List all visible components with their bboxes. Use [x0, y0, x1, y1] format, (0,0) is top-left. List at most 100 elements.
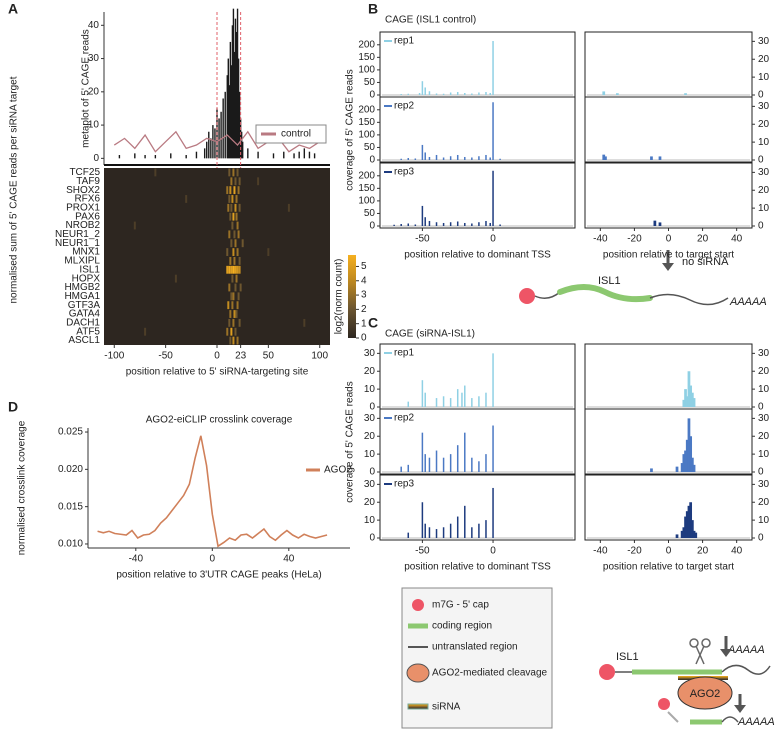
bar	[442, 527, 445, 538]
bar	[222, 98, 224, 159]
heatmap-cell	[236, 336, 239, 345]
bar	[692, 464, 696, 472]
x-tick-label: 0	[214, 351, 220, 362]
row-label: PROX1	[66, 202, 100, 213]
y-tick-label: 0	[758, 533, 764, 544]
bar	[464, 385, 466, 407]
y-tick-label: 10	[758, 449, 770, 460]
heatmap-cell	[267, 248, 270, 256]
bar	[485, 392, 487, 407]
heatmap-cell	[238, 177, 241, 186]
bar	[492, 102, 494, 160]
y-axis-title: metaplot of 5' CAGE reads	[81, 29, 92, 148]
bar	[185, 155, 187, 159]
heatmap-cell	[230, 327, 233, 336]
heatmap-cell	[230, 239, 233, 248]
y-tick-label: 50	[364, 208, 376, 219]
bar	[303, 148, 306, 159]
colorbar-tick-label: 5	[361, 261, 367, 272]
bar	[435, 222, 438, 226]
bar	[298, 151, 300, 159]
bar	[492, 170, 494, 226]
bar	[499, 224, 501, 226]
bar	[471, 223, 473, 226]
heatmap-cell	[237, 186, 240, 195]
bar	[313, 153, 316, 159]
legend-label: siRNA	[432, 702, 461, 713]
bar	[235, 31, 238, 159]
bar	[293, 153, 295, 159]
facet-box	[379, 474, 576, 541]
bar	[675, 466, 679, 472]
bar	[421, 81, 424, 95]
y-tick-label: 10	[758, 137, 770, 148]
bar	[687, 371, 691, 407]
bar	[485, 154, 487, 160]
bar	[680, 463, 684, 472]
bar	[492, 425, 494, 472]
bar	[489, 157, 491, 160]
bar	[456, 91, 459, 95]
y-axis-title: coverage of 5' CAGE reads	[345, 69, 356, 190]
bar	[400, 466, 402, 472]
y-tick-label: 30	[758, 167, 770, 178]
colorbar-tick-label: 3	[361, 290, 367, 301]
colorbar-tick-label: 2	[361, 304, 367, 315]
bar	[400, 158, 402, 160]
heatmap-cell	[232, 336, 235, 345]
x-tick-label: 40	[731, 546, 743, 557]
y-tick-label: 0.025	[58, 427, 83, 438]
bar	[449, 222, 452, 226]
bar	[237, 58, 240, 159]
heatmap-cell	[234, 177, 237, 186]
bar	[134, 153, 136, 159]
schematic-label: no siRNA	[682, 256, 729, 268]
bar	[407, 157, 410, 160]
bar	[687, 418, 691, 472]
bar	[684, 389, 687, 407]
bar	[456, 154, 459, 160]
heatmap-cell	[238, 318, 241, 327]
bar	[456, 445, 459, 472]
x-axis-title: position relative to dominant TSS	[404, 250, 551, 261]
heatmap-cell	[230, 265, 233, 274]
bar	[414, 158, 417, 160]
y-tick-label: 30	[758, 413, 770, 424]
heatmap-cell	[235, 212, 238, 221]
heatmap-cell	[226, 265, 229, 274]
heatmap-cell	[228, 230, 231, 239]
x-tick-label: 0	[490, 234, 496, 245]
facet-box	[584, 96, 753, 163]
bar	[684, 450, 687, 472]
bar	[424, 523, 426, 538]
bar	[499, 158, 501, 160]
heatmap-cell	[233, 257, 236, 265]
heatmap-cell	[237, 230, 240, 239]
x-axis-title: position relative to target start	[603, 562, 734, 573]
bar	[449, 156, 452, 160]
polya-label: AAAAA	[727, 644, 765, 656]
bar	[421, 432, 424, 472]
x-axis-title: position relative to dominant TSS	[404, 562, 551, 573]
bar	[407, 532, 410, 538]
y-tick-label: 0	[369, 533, 375, 544]
y-tick-label: 0	[758, 402, 764, 413]
bar	[154, 155, 157, 159]
y-tick-label: 30	[758, 348, 770, 359]
bar	[208, 131, 210, 159]
heatmap-cell	[233, 230, 236, 239]
heatmap-cell	[234, 327, 237, 336]
bar	[421, 502, 424, 538]
heatmap-cell	[234, 265, 237, 274]
facet-box	[584, 343, 753, 410]
y-axis-title: normalised crosslink coverage	[17, 420, 28, 555]
bar	[464, 432, 466, 472]
bar	[435, 398, 438, 407]
heatmap-cell	[229, 212, 232, 221]
bar	[471, 457, 473, 472]
x-tick-label: -50	[415, 546, 430, 557]
x-tick-label: 0	[490, 546, 496, 557]
y-tick-label: 200	[358, 104, 375, 115]
heatmap-cell	[144, 327, 147, 336]
bar	[489, 92, 491, 95]
